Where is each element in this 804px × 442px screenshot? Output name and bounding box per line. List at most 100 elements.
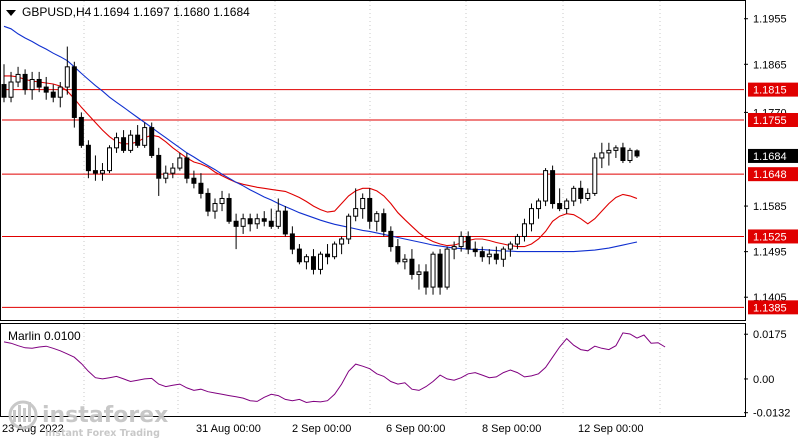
candle-body-bear — [409, 258, 415, 275]
candle — [557, 188, 563, 212]
candle — [64, 46, 70, 95]
candle — [353, 188, 359, 222]
indicator-name: Marlin 0.0100 — [8, 329, 81, 343]
candle — [479, 246, 485, 262]
candle-body-bull — [15, 73, 21, 83]
candle — [423, 264, 429, 295]
candle — [142, 122, 148, 148]
candle — [107, 145, 112, 174]
candle-body-bear — [149, 127, 155, 156]
candle — [29, 71, 35, 100]
time-label: 6 Sep 00:00 — [386, 423, 445, 435]
price-tick-label: 1.1955 — [753, 14, 787, 26]
current-price-tag — [748, 148, 798, 163]
candle — [599, 142, 605, 169]
candle — [289, 226, 295, 255]
grid — [83, 1, 661, 416]
symbol-timeframe: GBPUSD,H4 — [22, 5, 92, 19]
candle-body-bull — [521, 223, 527, 237]
candle-body-bull — [564, 200, 570, 210]
candle-body-bear — [437, 253, 443, 288]
candle — [374, 211, 380, 232]
candle-body-bear — [557, 203, 563, 210]
levels — [2, 89, 744, 308]
candle-body-bull — [339, 238, 345, 245]
candle — [191, 170, 197, 189]
candle-body-bull — [430, 253, 436, 288]
moving-averages — [3, 25, 638, 253]
candle — [254, 213, 260, 229]
candle — [360, 193, 366, 219]
level-tags: 1.1815 1.1755 1.1648 1.1525 1.1385 1.1684 — [748, 82, 798, 315]
instaforex-logo-icon — [8, 400, 38, 430]
candle — [184, 152, 190, 184]
candle — [627, 147, 633, 164]
candle-body-bear — [550, 170, 556, 205]
candle-body-bull — [507, 243, 513, 250]
candle — [585, 188, 591, 202]
candle-body-bull — [29, 78, 35, 91]
candle — [507, 241, 513, 257]
candle-body-bear — [423, 271, 429, 288]
candle-body-bull — [360, 197, 366, 210]
candle-body-bull — [416, 271, 422, 275]
level-tag-label: 1.1815 — [753, 85, 787, 97]
price-tick-label: 1.1865 — [753, 59, 787, 71]
candle-body-bear — [121, 137, 127, 151]
candle-body-bull — [599, 152, 605, 159]
candle — [261, 211, 267, 227]
candle — [170, 163, 176, 179]
candle — [409, 249, 415, 280]
candle — [163, 165, 169, 184]
candle-body-bull — [114, 137, 120, 149]
candle-body-bull — [613, 147, 619, 151]
price-tick-label: 1.1585 — [753, 201, 787, 213]
time-label: 8 Sep 00:00 — [482, 423, 541, 435]
candle — [437, 249, 443, 295]
candle — [325, 244, 331, 265]
level-tag — [748, 112, 798, 127]
candle — [99, 163, 105, 181]
candle-body-bull — [353, 208, 359, 217]
time-label: 12 Sep 00:00 — [578, 423, 643, 435]
candle-body-bear — [578, 187, 584, 199]
level-tag — [748, 229, 798, 244]
dropdown-arrow-icon[interactable] — [6, 10, 16, 16]
candle — [212, 198, 218, 219]
candle-body-bear — [268, 220, 274, 227]
candle — [458, 231, 464, 252]
level-tag — [748, 167, 798, 182]
price-axis: 1.19551.18651.17701.15851.14951.14050.01… — [744, 14, 790, 420]
candle — [486, 249, 492, 265]
candle — [198, 173, 204, 199]
candle — [493, 246, 499, 265]
candle-body-bear — [50, 91, 56, 98]
candle — [514, 233, 520, 250]
candle-body-bear — [36, 78, 42, 88]
candle-body-bull — [177, 157, 183, 169]
candle-body-bull — [170, 167, 176, 174]
candle-body-bear — [184, 157, 190, 179]
osc-tick-label: 0.00 — [753, 374, 774, 386]
chart-header[interactable]: GBPUSD,H4 1.1694 1.1697 1.1680 1.1684 — [6, 5, 250, 19]
candle-body-bear — [92, 170, 98, 174]
candle-body-bear — [85, 144, 91, 172]
candles — [1, 46, 640, 295]
candle-body-bear — [493, 253, 499, 260]
candle-body-bull — [592, 157, 598, 194]
candle — [529, 203, 534, 232]
candle — [318, 251, 323, 275]
candle — [402, 254, 408, 270]
candle — [247, 213, 253, 232]
level-tag-label: 1.1755 — [753, 115, 787, 127]
candle — [1, 64, 7, 103]
candle-body-bull — [529, 208, 534, 225]
candle — [226, 193, 232, 224]
level-tag — [748, 300, 798, 315]
candle-body-bear — [472, 248, 478, 253]
candle — [121, 130, 127, 153]
candle-body-bull — [8, 81, 14, 98]
candle-body-bull — [303, 256, 309, 263]
candle — [149, 122, 155, 158]
candle — [395, 238, 401, 265]
